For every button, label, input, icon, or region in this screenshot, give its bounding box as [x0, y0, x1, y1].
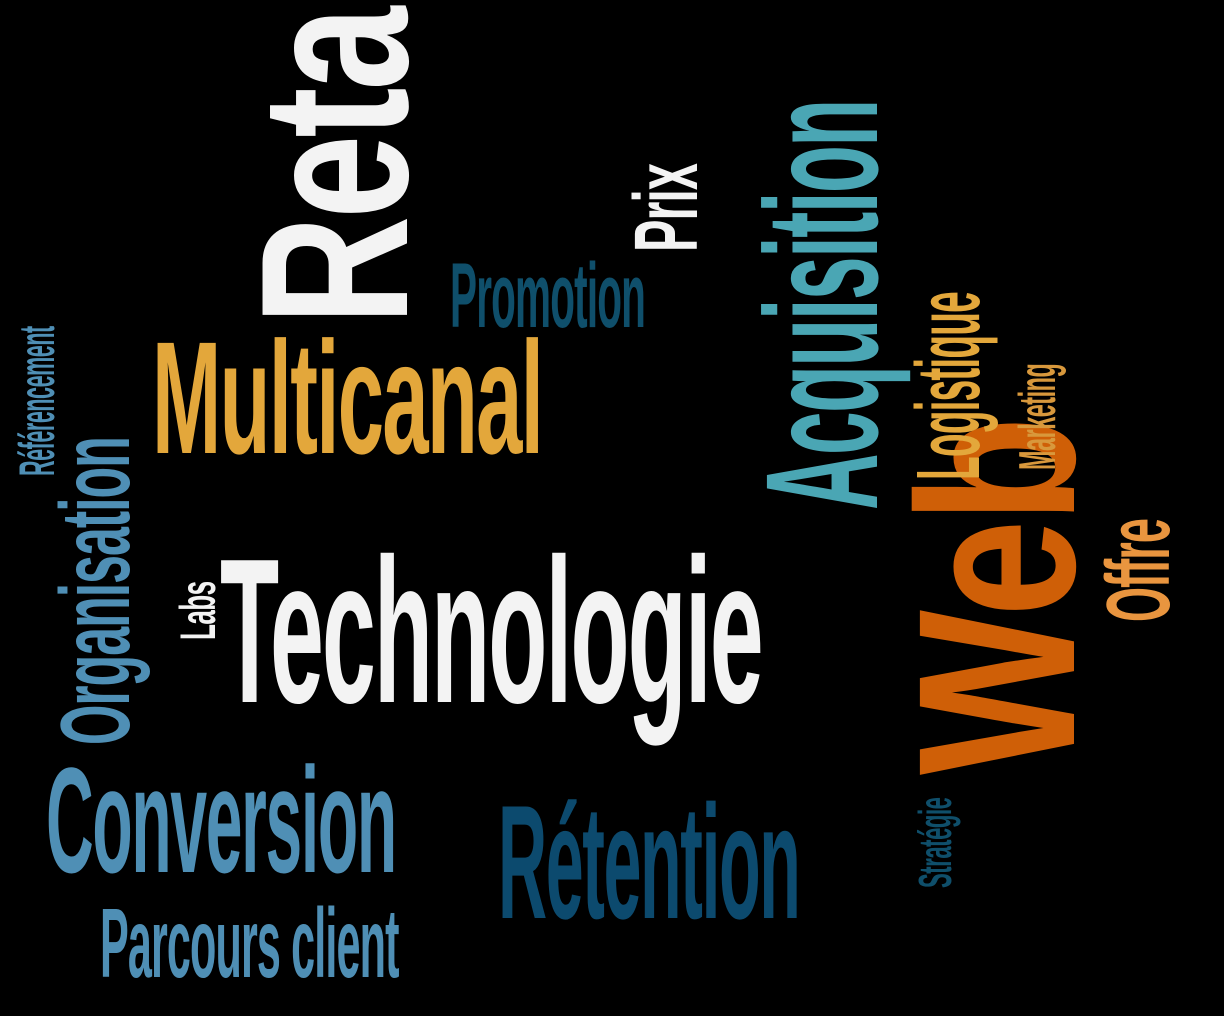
word-technologie: Technologie — [220, 516, 764, 746]
word-prix: Prix — [617, 164, 717, 252]
word-labs: Labs — [170, 581, 226, 640]
word-referencement: Référencement — [9, 326, 65, 476]
word-organisation: Organisation — [40, 437, 150, 745]
word-marketing: Marketing — [1009, 363, 1067, 470]
word-parcours-client: Parcours client — [100, 888, 399, 998]
word-strategie: Stratégie — [909, 797, 961, 888]
word-retail: Retail — [217, 0, 452, 325]
word-promotion: Promotion — [450, 245, 646, 347]
word-retention: Rétention — [498, 772, 801, 953]
word-offre: Offre — [1089, 518, 1189, 622]
word-conversion: Conversion — [46, 736, 397, 904]
word-multicanal: Multicanal — [152, 308, 544, 487]
word-logistique: Logistique — [899, 292, 999, 480]
